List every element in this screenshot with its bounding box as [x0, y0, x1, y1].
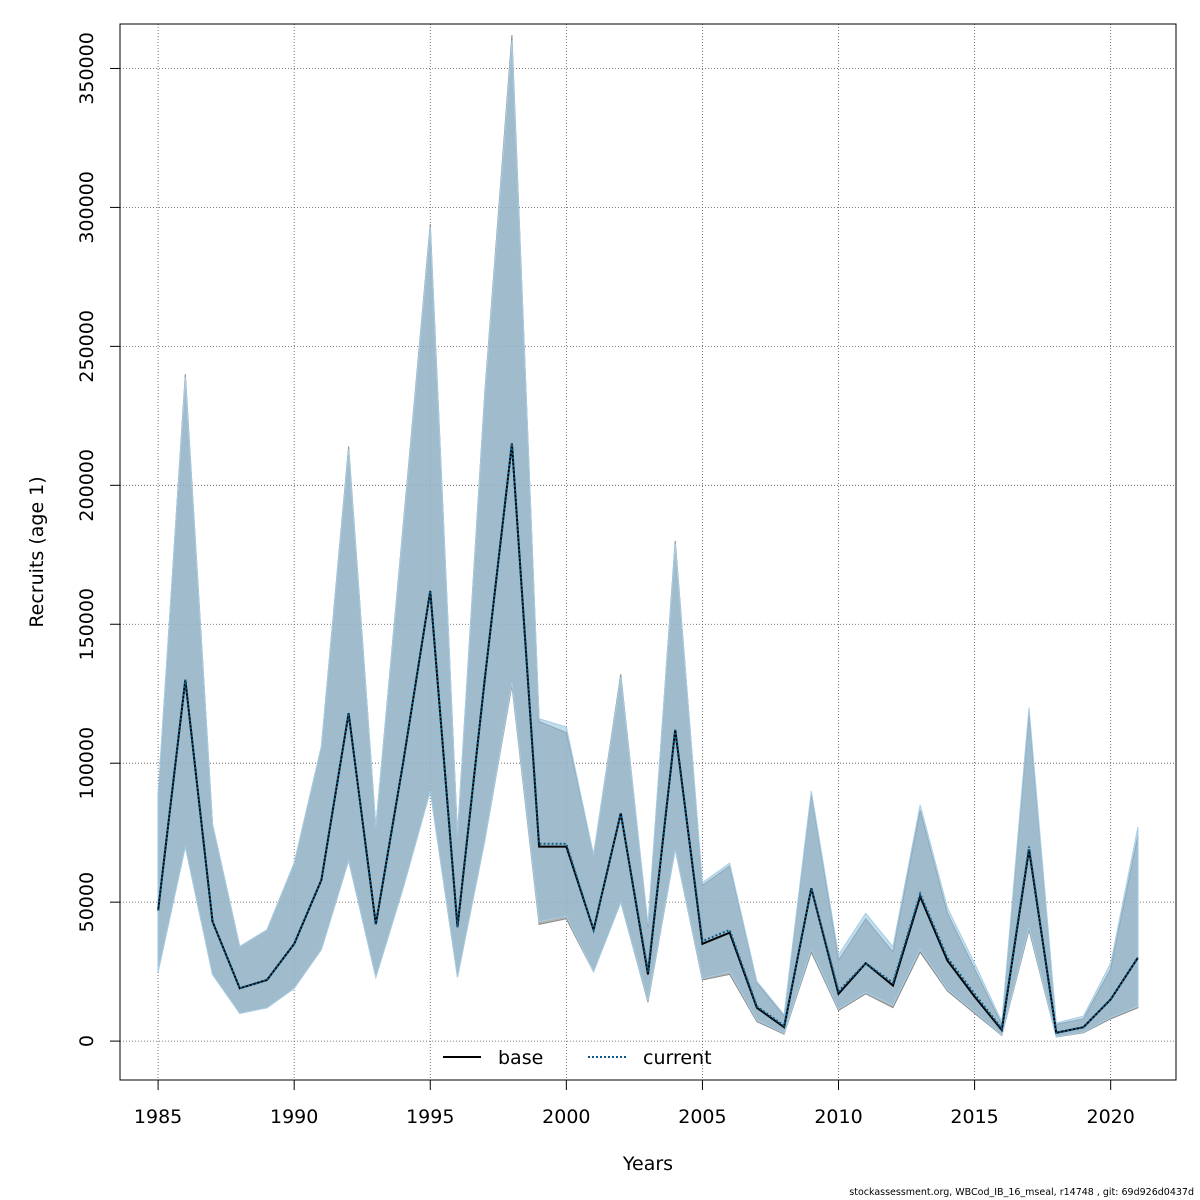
y-tick-label: 250000 [76, 310, 98, 383]
footer-credit: stockassessment.org, WBCod_IB_16_mseal, … [849, 1187, 1194, 1198]
x-tick-label: 1985 [134, 1106, 182, 1128]
x-axis-label: Years [622, 1153, 673, 1175]
line-base [157, 443, 1139, 1034]
x-tick-label: 1995 [406, 1106, 454, 1128]
x-tick-label: 2005 [678, 1106, 726, 1128]
x-tick-label: 2010 [814, 1106, 862, 1128]
legend-label-base: base [498, 1047, 543, 1069]
y-axis: 0 50000 100000 150000 200000 250000 300000 3500… [76, 32, 121, 1047]
y-tick-label: 50000 [76, 872, 98, 932]
series-lines [157, 443, 1139, 1034]
x-tick-label: 1990 [270, 1106, 318, 1128]
confidence-bands [157, 35, 1139, 1038]
legend: base current [443, 1047, 712, 1069]
y-tick-label: 350000 [76, 32, 98, 105]
x-tick-label: 2020 [1087, 1106, 1135, 1128]
y-tick-label: 0 [76, 1035, 98, 1047]
y-tick-label: 300000 [76, 171, 98, 244]
x-tick-label: 2000 [542, 1106, 590, 1128]
legend-label-current: current [643, 1047, 712, 1069]
y-tick-label: 150000 [76, 588, 98, 661]
y-tick-label: 200000 [76, 449, 98, 522]
x-tick-label: 2015 [950, 1106, 998, 1128]
band-current [157, 40, 1139, 1038]
line-current [157, 443, 1139, 1034]
x-axis: 1985 1990 1995 2000 2005 2010 2015 2020 [134, 1079, 1135, 1128]
y-tick-label: 100000 [76, 727, 98, 800]
y-axis-label: Recruits (age 1) [26, 476, 48, 627]
